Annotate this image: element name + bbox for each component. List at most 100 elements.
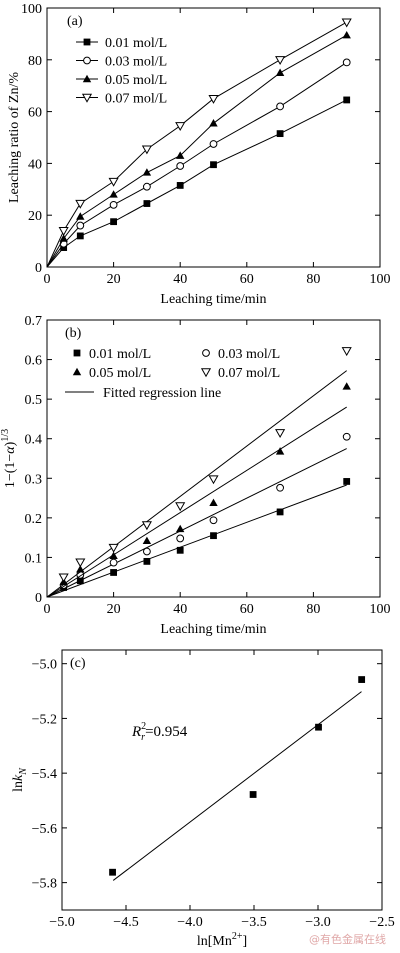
annotation-part: r [141,732,145,743]
data-point [342,58,351,67]
data-point [176,524,185,533]
x-tick-label: 0 [44,272,51,287]
legend-label: 0.01 mol/L [105,36,167,51]
data-point [341,18,352,28]
y-tick-label: 0.7 [25,314,43,329]
x-axis-label-part: 2+ [232,931,243,942]
legend-label: 0.05 mol/L [105,73,167,88]
y-tick-label: 0.5 [25,393,43,408]
series-4: 0.07 mol/L [46,18,352,268]
data-point [249,791,257,798]
data-point [176,546,184,554]
y-tick-label: 0.1 [25,551,43,566]
y-tick-label: 20 [28,209,42,224]
legend-label: 0.01 mol/L [89,347,151,362]
y-tick-label: 60 [28,106,42,121]
series-1 [46,478,351,598]
panel-label: (b) [65,326,82,341]
x-tick-label: −5.0 [49,915,74,930]
plot-frame [61,649,383,911]
plot-frame [46,7,381,268]
data-point [341,347,352,357]
data-point [76,232,84,240]
series-line [46,61,347,268]
x-tick-label: 40 [173,602,187,617]
watermark: @有色金属在线 [309,933,386,946]
legend-label: 0.07 mol/L [218,366,280,381]
legend: 0.01 mol/L 0.03 mol/L 0.05 mol/L 0.07 mol/L… [65,347,280,401]
y-axis-label: lnkN [11,767,29,792]
data-point [109,558,118,567]
data-point [142,536,152,545]
y-tick-label: 0 [35,261,42,276]
fit-line [46,370,348,598]
x-tick-label: 20 [107,272,121,287]
data-point [209,140,218,148]
x-tick-label: 60 [240,602,254,617]
data-point [108,543,119,553]
series-1: 0.01 mol/L [46,36,351,268]
x-axis-label: Leaching time/min [160,292,266,307]
annotation-part: =0.954 [145,724,188,740]
y-tick-label: 80 [28,54,42,69]
chart-a: 0 20 40 60 80 100 0 20 40 60 80 100 0.01 mol/L 0.03 m… [7,2,391,307]
legend-marker [72,367,82,376]
x-tick-label: 40 [173,272,187,287]
chart-c: −5.0 −4.5 −4.0 −3.5 −3.0 −2.5 −5.8 −5.6 −5.4 −5.2… [11,649,395,949]
data-point [209,498,218,507]
data-point [176,182,184,189]
legend-marker [83,56,91,65]
data-point [109,868,116,876]
y-tick-label: 40 [28,157,42,172]
y-tick-label: −5.8 [32,877,57,892]
y-axis-label-part: ) [3,441,18,446]
data-point [58,227,69,236]
x-axis-label-part: ln[Mn [197,934,232,949]
y-tick-label: 100 [21,2,42,17]
x-tick-label: 20 [107,602,121,617]
series-3 [46,382,351,598]
data-point [275,447,285,455]
data-point [109,200,118,209]
legend-marker [83,38,91,46]
y-tick-label: −5.0 [32,658,57,673]
fit-line [46,448,347,598]
data-point [276,483,285,492]
y-axis-label-part: 1/3 [0,429,11,442]
legend-marker [82,74,92,83]
y-axis-label-part: k [11,774,26,781]
y-axis-label: 1−(1−α)1/3 [0,429,18,488]
y-tick-label: 0.3 [25,472,43,487]
y-axis-label-part: N [18,767,29,776]
legend-label: 0.07 mol/L [105,92,167,107]
data-point [141,521,152,531]
data-point [175,502,186,512]
plot-frame [46,319,381,598]
x-tick-label: 0 [44,602,51,617]
data-point [275,56,286,66]
y-axis-label-part: ln [11,781,26,792]
fit-line [46,406,347,598]
data-point [141,145,152,155]
x-axis-label: ln[Mn2+] [197,931,247,949]
data-point [142,168,152,176]
data-point [176,151,185,159]
x-axis-label-part: ] [242,934,247,949]
x-tick-label: 80 [306,272,320,287]
series-line [46,34,347,268]
data-point [75,558,86,568]
data-point [210,532,217,540]
data-point [209,119,218,127]
panel-label: (a) [67,14,83,29]
data-point [276,102,285,111]
x-axis-label: Leaching time/min [160,622,266,637]
x-tick-label: 100 [370,602,391,617]
data-point [75,199,86,209]
data-point [208,94,219,104]
series-2: 0.03 mol/L [46,55,351,268]
data-point [59,234,68,242]
legend-marker [202,349,210,357]
x-tick-label: 60 [240,272,254,287]
x-tick-label: −3.0 [305,915,330,930]
